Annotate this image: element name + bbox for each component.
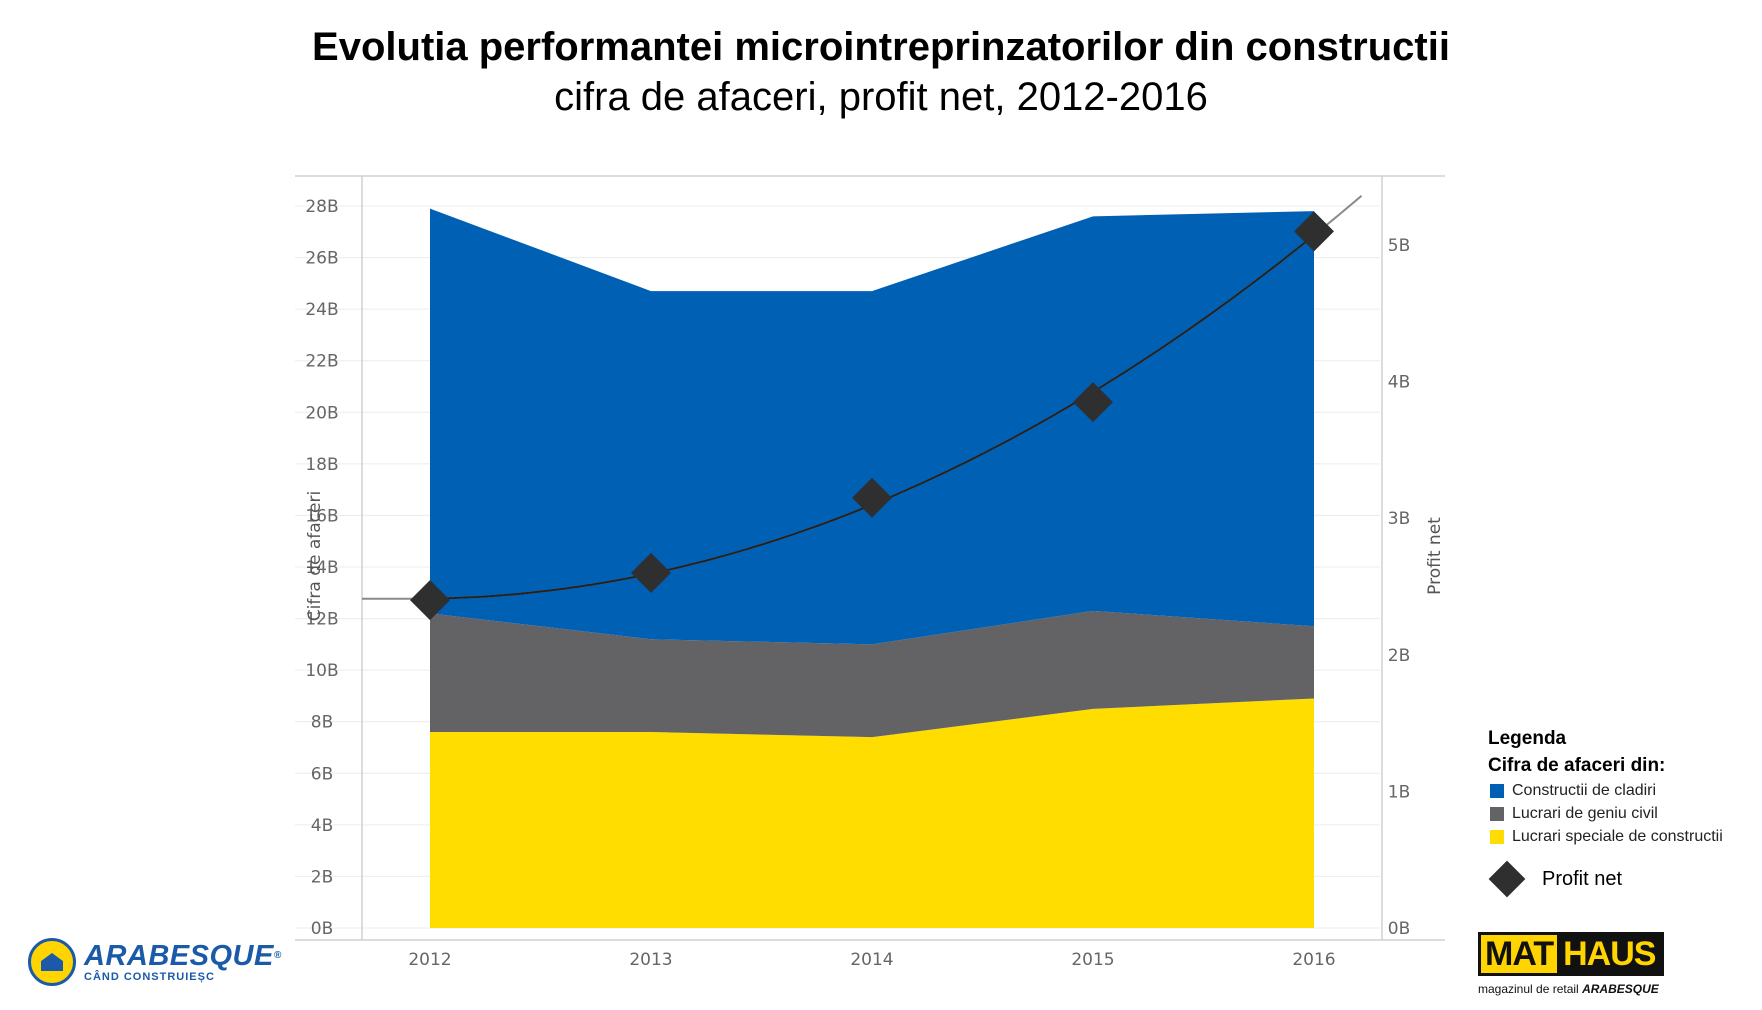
profit-diamond-marker [631, 552, 671, 593]
legend-item-profit: Profit net [1488, 860, 1723, 898]
plot-frame [295, 175, 1445, 941]
area-lucrari-speciale-de-constructii [430, 698, 1314, 928]
right-tick-label: 5B [1388, 236, 1410, 256]
left-tick-label: 2B [311, 867, 333, 887]
legend-swatch-gray [1490, 806, 1504, 821]
right-tick-label: 4B [1388, 373, 1410, 393]
left-tick-label: 18B [305, 455, 338, 475]
left-tick-label: 14B [305, 558, 338, 578]
legend-item-lucrari-speciale: Lucrari speciale de constructii [1488, 825, 1723, 848]
right-tick-label: 0B [1388, 919, 1410, 939]
left-tick-label: 22B [305, 352, 338, 372]
area-constructii-de-cladiri [430, 208, 1314, 645]
left-tick-label: 12B [305, 610, 338, 630]
right-tick-label: 1B [1388, 782, 1410, 802]
axis-ticks: 0B 2B 4B 6B 8B 10B 12B 14B 16B 18B 20B 22B 24B 26B 28B… [305, 197, 1410, 970]
left-tick-label: 4B [311, 816, 333, 836]
legend-swatch-yellow [1490, 829, 1504, 844]
left-tick-label: 26B [305, 249, 338, 269]
left-tick-label: 6B [311, 764, 333, 784]
legend-title: Legenda [1488, 728, 1567, 749]
profit-diamond-marker [1073, 382, 1113, 423]
chart-title: Evolutia performantei microintreprinzato… [312, 25, 1450, 69]
legend-item-geniu-civil: Lucrari de geniu civil [1488, 802, 1723, 825]
x-tick-label: 2014 [850, 950, 893, 970]
left-tick-label: 16B [305, 506, 338, 526]
mathaus-logo: MAT HAUS magazinul de retail ARABESQUE [1478, 932, 1665, 996]
left-tick-label: 28B [305, 197, 338, 217]
legend: Legenda Cifra de afaceri din: Constructi… [1488, 725, 1723, 898]
mathaus-tagline: magazinul de retail ARABESQUE [1478, 982, 1659, 996]
left-tick-label: 8B [311, 713, 333, 733]
arabesque-logo: ARABESQUE® CÂND CONSTRUIEȘC [28, 938, 282, 986]
diamond-marker-icon [1488, 860, 1526, 898]
right-tick-label: 2B [1388, 646, 1410, 666]
x-tick-label: 2016 [1292, 950, 1335, 970]
profit-diamond-marker [410, 580, 450, 621]
logo-tagline: CÂND CONSTRUIEȘC [84, 971, 215, 983]
left-tick-label: 24B [305, 300, 338, 320]
mathaus-mat: MAT [1481, 935, 1558, 973]
mathaus-haus: HAUS [1557, 935, 1662, 973]
left-tick-label: 10B [305, 661, 338, 681]
left-tick-label: 0B [311, 919, 333, 939]
right-axis-title: Profit net [1425, 517, 1445, 595]
legend-swatch-blue [1490, 783, 1504, 798]
house-logo-icon [28, 938, 76, 986]
profit-diamond-marker [852, 477, 892, 518]
logo-name: ARABESQUE [84, 940, 274, 972]
x-tick-label: 2013 [629, 950, 672, 970]
title-block: Evolutia performantei microintreprinzato… [0, 22, 1762, 122]
legend-label: Lucrari de geniu civil [1512, 804, 1658, 822]
legend-item-constructii: Constructii de cladiri [1488, 779, 1723, 802]
x-tick-label: 2012 [408, 950, 451, 970]
legend-marker-label: Profit net [1542, 867, 1623, 890]
x-tick-label: 2015 [1071, 950, 1114, 970]
legend-subtitle: Cifra de afaceri din: [1488, 755, 1666, 776]
right-tick-label: 3B [1388, 509, 1410, 529]
legend-label: Constructii de cladiri [1512, 781, 1657, 799]
legend-label: Lucrari speciale de constructii [1512, 827, 1723, 845]
profit-markers [410, 211, 1334, 621]
chart-subtitle: cifra de afaceri, profit net, 2012-2016 [554, 75, 1208, 119]
stacked-areas [430, 208, 1314, 928]
profit-diamond-marker [1294, 211, 1334, 252]
left-axis-title: Cifra de afaceri [305, 491, 325, 621]
left-tick-label: 20B [305, 403, 338, 423]
area-lucrari-de-geniu-civil [430, 610, 1314, 738]
